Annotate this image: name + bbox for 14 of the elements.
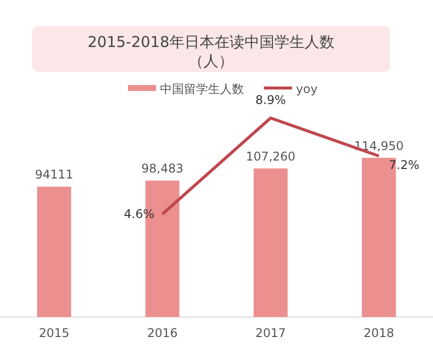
legend-label: 中国留学生人数 (160, 82, 244, 96)
data-label: 107,260 (246, 149, 296, 164)
x-tick-label: 2015 (38, 326, 70, 340)
data-label: 8.9% (255, 93, 286, 107)
x-tick-label: 2018 (364, 326, 394, 340)
x-tick-label: 2017 (255, 326, 286, 340)
legend-label: yoy (296, 82, 318, 96)
x-tick-label: 2016 (147, 326, 178, 340)
data-label: 94111 (35, 168, 74, 182)
chart-title: （人） (188, 52, 234, 70)
title: 2015-2018年日本在读中国学生人数 (88, 33, 334, 51)
data-label: 98,483 (141, 162, 184, 176)
data-label: 4.6% (124, 207, 154, 222)
data-label: 7.2% (388, 158, 420, 172)
